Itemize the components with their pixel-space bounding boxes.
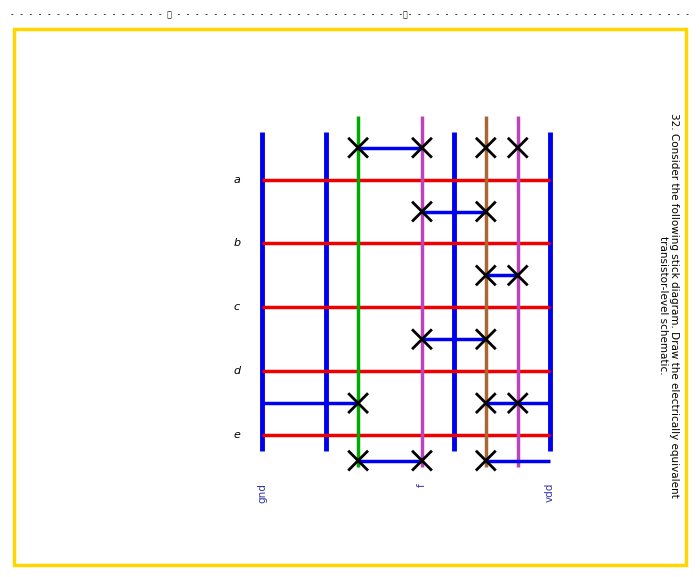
- Text: a: a: [233, 175, 240, 185]
- Text: vdd: vdd: [545, 483, 554, 503]
- Text: f: f: [417, 483, 427, 487]
- Text: 32. Consider the following stick diagram. Draw the electrically equivalent
trans: 32. Consider the following stick diagram…: [658, 114, 679, 498]
- Text: gnd: gnd: [258, 483, 267, 503]
- Text: - - - - - - - - - - - - - - - - - 订 - - - - - - - - - - - - - - - - - - - - - - : - - - - - - - - - - - - - - - - - 订 - - …: [10, 10, 690, 19]
- Text: c: c: [234, 302, 240, 312]
- Text: b: b: [233, 238, 240, 249]
- Text: e: e: [233, 430, 240, 440]
- Text: d: d: [233, 366, 240, 376]
